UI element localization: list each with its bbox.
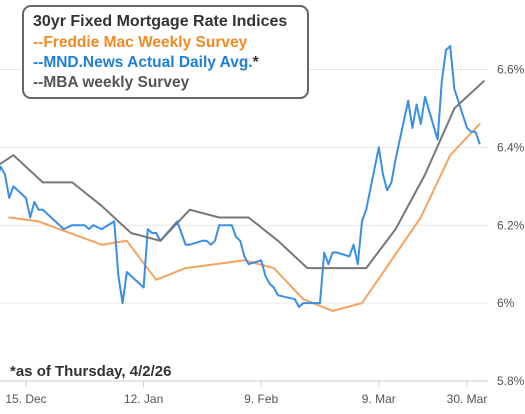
y-tick-label: 6.2% — [497, 218, 525, 232]
legend: 30yr Fixed Mortgage Rate Indices --Fredd… — [22, 5, 309, 99]
x-tick-label: 9. Mar — [362, 392, 396, 406]
series-line-freddie-mac — [8, 123, 481, 312]
legend-title: 30yr Fixed Mortgage Rate Indices — [33, 13, 287, 30]
legend-entry-freddie-mac: --Freddie Mac Weekly Survey — [33, 34, 248, 51]
legend-entry-mnd-news-label: --MND.News Actual Daily Avg. — [33, 54, 253, 71]
series-lines — [0, 45, 485, 312]
legend-entry-mnd-news: --MND.News Actual Daily Avg.* — [33, 54, 260, 71]
y-tick-label: 5.8% — [497, 374, 525, 388]
legend-entry-mba: --MBA weekly Survey — [33, 74, 190, 91]
series-line-mnd-news — [0, 45, 481, 308]
legend-box — [22, 5, 309, 99]
x-tick-label: 15. Dec — [5, 392, 46, 406]
y-tick-label: 6% — [497, 296, 515, 310]
y-tick-label: 6.4% — [497, 140, 525, 154]
x-tick-label: 12. Jan — [124, 392, 163, 406]
series-line-mba — [0, 80, 485, 270]
y-tick-label: 6.6% — [497, 63, 525, 77]
legend-asterisk: * — [253, 54, 260, 71]
x-tick-label: 30. Mar — [447, 392, 488, 406]
x-axis-ticks: 15. Dec 12. Jan 9. Feb 9. Mar 30. Mar — [5, 381, 487, 406]
y-axis-ticks: 5.8% 6% 6.2% 6.4% 6.6% — [497, 63, 525, 389]
x-tick-label: 9. Feb — [244, 392, 278, 406]
as-of-footnote: *as of Thursday, 4/2/26 — [10, 363, 171, 380]
